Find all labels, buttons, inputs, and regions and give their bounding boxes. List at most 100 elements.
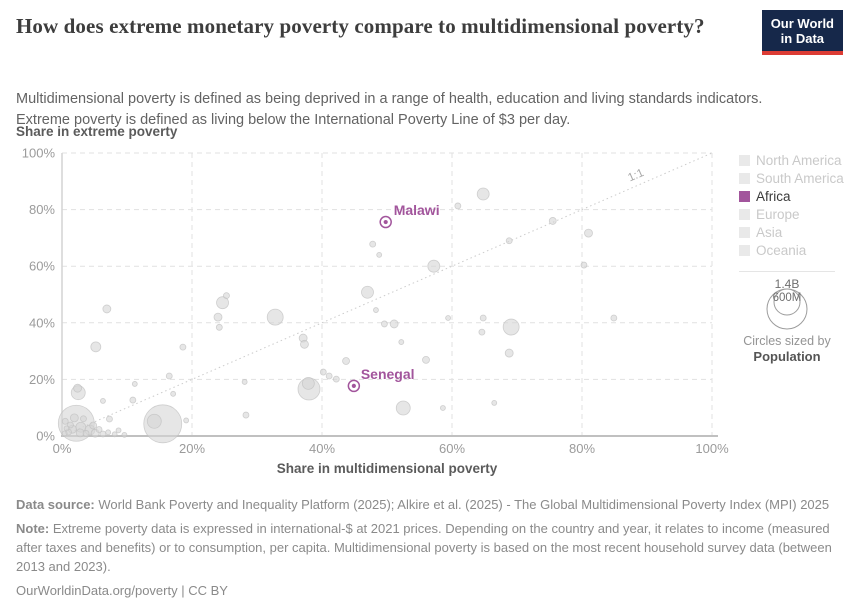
legend-divider <box>739 271 835 272</box>
data-source-label: Data source: <box>16 497 95 512</box>
chart-footer: Data source: World Bank Poverty and Ineq… <box>16 495 836 600</box>
x-tick-label: 60% <box>439 441 465 456</box>
data-point[interactable] <box>502 318 520 336</box>
data-point[interactable] <box>319 368 327 376</box>
data-point[interactable] <box>361 285 374 299</box>
highlighted-point-senegal[interactable]: Senegal <box>347 366 415 393</box>
data-point[interactable] <box>63 425 70 432</box>
country-marker-dot <box>351 383 356 389</box>
data-point[interactable] <box>170 390 177 397</box>
one-to-one-label: 1:1 <box>626 167 645 184</box>
y-tick-label: 60% <box>29 259 55 274</box>
data-point[interactable] <box>504 348 514 358</box>
legend-swatch-icon <box>739 244 750 256</box>
x-tick-label: 20% <box>179 441 205 456</box>
data-point[interactable] <box>301 376 315 390</box>
legend-swatch-icon <box>739 226 750 238</box>
data-point[interactable] <box>131 381 138 387</box>
legend-item-europe[interactable]: Europe <box>739 205 839 223</box>
data-point[interactable] <box>369 240 377 248</box>
data-point[interactable] <box>99 430 107 438</box>
highlighted-point-malawi[interactable]: Malawi <box>379 202 440 229</box>
data-point[interactable] <box>89 421 98 430</box>
data-point[interactable] <box>610 314 618 322</box>
data-point[interactable] <box>376 251 383 258</box>
data-point[interactable] <box>479 314 487 322</box>
scatter-plot[interactable]: 1:1 0% 20% 40% 60% 80% 100% 0% 20% 40% 60% 80% 100% S… <box>0 140 740 490</box>
legend-item-asia[interactable]: Asia <box>739 223 839 241</box>
y-tick-label: 100% <box>22 146 56 161</box>
data-point[interactable] <box>69 413 79 423</box>
data-point[interactable] <box>73 383 82 393</box>
data-point[interactable] <box>61 417 69 425</box>
data-point[interactable] <box>100 398 106 404</box>
y-tick-label: 20% <box>29 372 55 387</box>
data-point[interactable] <box>105 429 112 436</box>
data-point[interactable] <box>80 415 87 423</box>
data-point[interactable] <box>115 427 122 434</box>
data-point[interactable] <box>454 202 462 210</box>
data-point[interactable] <box>95 426 103 433</box>
legend-item-north-america[interactable]: North America <box>739 151 842 169</box>
owid-logo[interactable]: Our World in Data <box>761 10 843 55</box>
data-point[interactable] <box>223 292 230 300</box>
data-point[interactable] <box>398 339 405 345</box>
data-point[interactable] <box>266 308 284 326</box>
legend-item-africa[interactable]: Africa <box>739 187 839 205</box>
legend-swatch-icon <box>739 190 750 202</box>
data-point[interactable] <box>183 417 190 424</box>
page-title: How does extreme monetary poverty compar… <box>16 14 705 38</box>
data-point[interactable] <box>90 341 102 353</box>
legend-swatch-icon <box>739 154 750 166</box>
data-point[interactable] <box>584 228 593 238</box>
data-point[interactable] <box>215 323 223 331</box>
data-point[interactable] <box>389 319 399 329</box>
data-point[interactable] <box>332 375 340 383</box>
data-point[interactable] <box>67 421 74 429</box>
data-point[interactable] <box>179 343 187 351</box>
data-point[interactable] <box>505 237 513 245</box>
data-point[interactable] <box>106 415 113 423</box>
data-point[interactable] <box>427 259 441 273</box>
data-point[interactable] <box>342 357 350 365</box>
data-point[interactable] <box>478 328 486 336</box>
owid-logo-line2: in Data <box>780 31 825 46</box>
data-point[interactable] <box>165 372 173 380</box>
data-point[interactable] <box>439 405 446 411</box>
data-point[interactable] <box>241 379 248 385</box>
x-tick-label: 40% <box>309 441 335 456</box>
data-point[interactable] <box>111 431 118 438</box>
x-tick-label: 0% <box>53 441 72 456</box>
data-point[interactable] <box>300 339 309 349</box>
data-point[interactable] <box>121 431 128 438</box>
data-point[interactable] <box>395 400 411 416</box>
legend-item-south-america[interactable]: South America <box>739 169 844 187</box>
data-point[interactable] <box>373 307 379 313</box>
chart-subtitle: Multidimensional poverty is defined as b… <box>16 89 816 131</box>
data-point[interactable] <box>548 217 557 225</box>
data-point[interactable] <box>102 304 112 314</box>
data-point[interactable] <box>325 372 333 380</box>
data-point[interactable] <box>380 320 388 328</box>
note-line: Note: Extreme poverty data is expressed … <box>16 519 836 576</box>
data-point[interactable] <box>129 396 137 404</box>
size-legend-circles-icon: 1.4B 600M <box>766 277 808 330</box>
data-point[interactable] <box>61 430 68 437</box>
data-point[interactable] <box>213 312 223 322</box>
data-point[interactable] <box>242 411 250 419</box>
legend-swatch-icon <box>739 208 750 220</box>
data-point[interactable] <box>445 315 452 321</box>
data-point[interactable] <box>580 261 588 269</box>
note-text: Extreme poverty data is expressed in int… <box>16 521 832 574</box>
data-point[interactable] <box>146 413 162 429</box>
license-link[interactable]: OurWorldinData.org/poverty | CC BY <box>16 583 228 598</box>
legend-item-oceania[interactable]: Oceania <box>739 241 839 259</box>
data-point[interactable] <box>491 399 498 406</box>
data-point[interactable] <box>82 430 90 437</box>
note-label: Note: <box>16 521 50 536</box>
data-point[interactable] <box>476 187 490 201</box>
size-legend-inner-label: 600M <box>773 292 802 304</box>
x-tick-label: 80% <box>569 441 595 456</box>
data-point[interactable] <box>422 355 430 364</box>
data-point[interactable] <box>216 296 229 310</box>
